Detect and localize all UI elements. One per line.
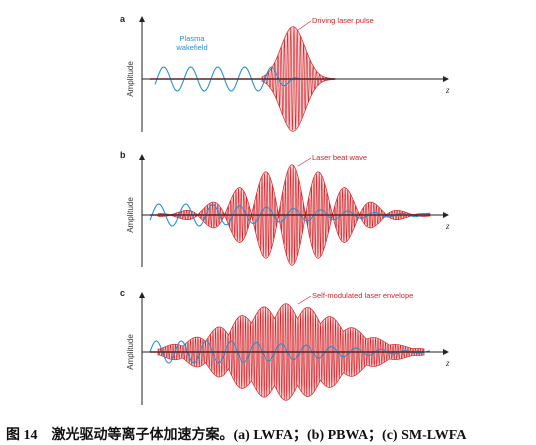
panel-a-y-arrow (139, 16, 145, 22)
panel-a-xlabel: z (445, 85, 450, 95)
panel-b-plasma-wakefield (149, 203, 431, 227)
panel-c-x-arrow (443, 349, 449, 355)
panel-b-letter: b (120, 150, 126, 160)
envC-carrier (157, 303, 425, 401)
panel-b-laser-leader (297, 157, 312, 167)
panel-a-x-arrow (443, 76, 449, 82)
figure-number: 图 14 (6, 428, 38, 443)
panel-c: c z Amplitude Self-modulated laser envel… (120, 288, 450, 405)
panel-b: b z Amplitude Laser beat wave (120, 150, 450, 267)
panel-a-wake-label-line2: wakefield (175, 43, 207, 52)
panel-b-ylabel: Amplitude (126, 197, 135, 233)
panel-c-plasma-wakefield (149, 340, 431, 364)
panel-a-ylabel: Amplitude (126, 61, 135, 97)
panel-a-laser-leader (297, 20, 312, 31)
envA-carrier (261, 26, 336, 131)
figure-caption: 图 14 激光驱动等离子体加速方案。(a) LWFA；(b) PBWA；(c) S… (6, 424, 534, 444)
panel-a-wake-label-line1: Plasma (179, 34, 205, 43)
panel-a: a z Amplitude Driving laser pulse Plasma… (120, 14, 450, 132)
panel-c-letter: c (120, 288, 125, 298)
figure-caption-text: 激光驱动等离子体加速方案。(a) LWFA；(b) PBWA；(c) SM-LW… (51, 428, 467, 443)
panel-b-x-arrow (443, 212, 449, 218)
panel-b-y-arrow (139, 154, 145, 160)
panel-a-letter: a (120, 14, 126, 24)
panel-c-ylabel: Amplitude (126, 334, 135, 370)
panel-c-y-arrow (139, 292, 145, 298)
panel-c-laser-label: Self-modulated laser envelope (312, 291, 413, 300)
panel-c-xlabel: z (445, 358, 450, 368)
panel-b-xlabel: z (445, 221, 450, 231)
figure-panels: a z Amplitude Driving laser pulse Plasma… (120, 14, 450, 405)
panel-b-laser-label: Laser beat wave (312, 153, 367, 162)
panel-a-laser-label: Driving laser pulse (312, 16, 374, 25)
panel-c-laser-leader (297, 295, 312, 305)
